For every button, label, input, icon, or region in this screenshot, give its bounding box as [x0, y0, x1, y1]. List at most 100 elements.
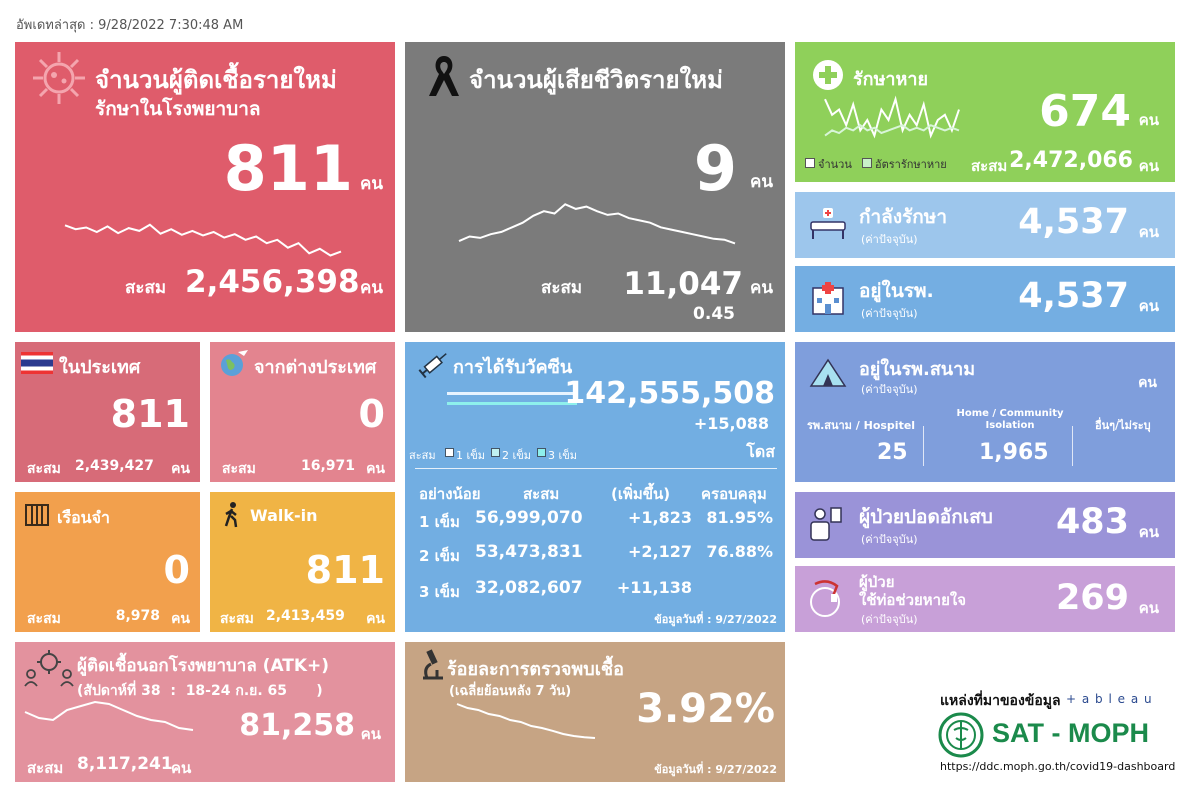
- abroad-cum-unit: คน: [366, 461, 385, 477]
- prison-cum-value: 8,978: [115, 608, 160, 624]
- positivity-title: ร้อยละการตรวจพบเชื้อ: [447, 659, 624, 680]
- field-hospital-subtitle: (ค่าปัจจุบัน): [861, 383, 918, 396]
- field-hospital-unit: คน: [1138, 375, 1157, 391]
- recovered-tile[interactable]: รักษาหาย 674 คน จำนวน อัตรารักษาหาย สะสม…: [795, 42, 1175, 182]
- field-hospital-tile[interactable]: อยู่ในรพ.สนาม (ค่าปัจจุบัน) คน รพ.สนาม /…: [795, 342, 1175, 482]
- syringe-icon: [418, 353, 447, 379]
- atk-title: ผู้ติดเชื้อนอกโรงพยาบาล (ATK+): [77, 656, 330, 676]
- hospitel-value: 25: [877, 440, 908, 465]
- recovered-title: รักษาหาย: [853, 69, 929, 90]
- pneumonia-tile[interactable]: ผู้ป่วยปอดอักเสบ (ค่าปัจจุบัน) 483 คน: [795, 492, 1175, 558]
- source-label: แหล่งที่มาของข้อมูล: [940, 693, 1061, 709]
- new-cases-trend-chart: [64, 223, 342, 257]
- walkin-value: 811: [305, 548, 385, 592]
- new-cases-tile[interactable]: จำนวนผู้ติดเชื้อรายใหม่ รักษาในโรงพยาบาล…: [15, 42, 395, 332]
- ventilator-title2: ใช้ท่อช่วยหายใจ: [859, 591, 967, 609]
- in-hospital-subtitle: (ค่าปัจจุบัน): [861, 307, 918, 320]
- in-hospital-value: 4,537: [1018, 276, 1129, 316]
- recovered-cum-unit: คน: [1138, 157, 1159, 175]
- legend-dose1-swatch: [445, 448, 454, 457]
- atk-unit: คน: [360, 725, 381, 743]
- deaths-unit: คน: [750, 172, 773, 192]
- vaccine-row3-inc: +11,138: [616, 578, 692, 597]
- vaccine-row3-dose: 3 เข็ม: [419, 583, 460, 601]
- home-isolation-label: Home / Community Isolation: [956, 408, 1064, 431]
- in-hospital-tile[interactable]: อยู่ในรพ. (ค่าปัจจุบัน) 4,537 คน: [795, 266, 1175, 332]
- sparkline-series-2-0: [824, 95, 960, 139]
- walkin-tile[interactable]: Walk-in 811 สะสม 2,413,459 คน: [210, 492, 395, 632]
- medical-cross-horizontal: [819, 72, 837, 78]
- legend-count-swatch: [805, 158, 815, 168]
- domestic-cum-value: 2,439,427: [75, 458, 154, 474]
- virus-icon: [33, 52, 85, 104]
- domestic-tile[interactable]: ในประเทศ 811 สะสม 2,439,427 คน: [15, 342, 200, 482]
- deaths-tile[interactable]: จำนวนผู้เสียชีวิตรายใหม่ 9 คน สะสม 11,04…: [405, 42, 785, 332]
- legend-dose2-label: 2 เข็ม: [502, 449, 532, 462]
- moph-logo-icon: [938, 712, 984, 758]
- deaths-trend-chart: [458, 203, 736, 245]
- positivity-data-date: ข้อมูลวันที่ : 9/27/2022: [654, 763, 777, 776]
- pneumonia-subtitle: (ค่าปัจจุบัน): [861, 533, 918, 546]
- domestic-cum-label: สะสม: [27, 461, 61, 477]
- vaccine-row1-inc: +1,823: [627, 508, 692, 527]
- vaccine-table-divider: [415, 468, 777, 469]
- atk-value: 81,258: [239, 708, 355, 743]
- vaccine-title-underline: [447, 392, 577, 395]
- domestic-value: 811: [110, 392, 190, 436]
- virus-people-icon: [24, 650, 74, 687]
- legend-count-label: จำนวน: [818, 158, 852, 171]
- abroad-tile[interactable]: จากต่างประเทศ 0 สะสม 16,971 คน: [210, 342, 395, 482]
- new-cases-value: 811: [223, 132, 353, 205]
- globe-plane-icon: [221, 350, 248, 376]
- sparkline-series-1-0: [458, 203, 736, 245]
- hospitel-label: รพ.สนาม / Hospitel: [806, 419, 916, 432]
- abroad-cum-label: สะสม: [222, 461, 256, 477]
- atk-tile[interactable]: ผู้ติดเชื้อนอกโรงพยาบาล (ATK+) (สัปดาห์ท…: [15, 642, 395, 782]
- walkin-cum-value: 2,413,459: [266, 608, 345, 624]
- vaccine-dose-unit: โดส: [746, 442, 775, 461]
- death-rate: 0.45: [693, 304, 735, 324]
- pneumonia-unit: คน: [1138, 523, 1159, 541]
- legend-rate-swatch: [862, 158, 872, 168]
- treating-tile[interactable]: กำลังรักษา (ค่าปัจจุบัน) 4,537 คน: [795, 192, 1175, 258]
- col-divider-1: [923, 426, 924, 466]
- vaccine-row2-cov: 76.88%: [706, 542, 773, 561]
- vaccine-header-cov: ครอบคลุม: [701, 485, 767, 503]
- abroad-value: 0: [358, 392, 385, 436]
- walkin-cum-unit: คน: [366, 611, 385, 627]
- new-cases-unit: คน: [360, 174, 383, 194]
- recovered-cum-label: สะสม: [971, 157, 1008, 175]
- atk-cum-value: 8,117,241: [77, 754, 173, 774]
- positivity-tile[interactable]: ร้อยละการตรวจพบเชื้อ (เฉลี่ยย้อนหลัง 7 ว…: [405, 642, 785, 782]
- last-updated-label: อัพเดทล่าสุด :: [16, 18, 94, 33]
- ventilator-subtitle: (ค่าปัจจุบัน): [861, 613, 918, 626]
- field-hospital-title: อยู่ในรพ.สนาม: [859, 359, 976, 380]
- vaccine-row1-dose: 1 เข็ม: [419, 513, 460, 531]
- source-url[interactable]: https://ddc.moph.go.th/covid19-dashboard: [940, 760, 1176, 773]
- deaths-cum-value: 11,047: [623, 266, 743, 302]
- prison-tile[interactable]: เรือนจำ 0 สะสม 8,978 คน: [15, 492, 200, 632]
- recovered-cum-value: 2,472,066: [1009, 148, 1133, 173]
- prison-value: 0: [163, 548, 190, 592]
- recovered-value: 674: [1039, 86, 1131, 137]
- in-hospital-title: อยู่ในรพ.: [859, 280, 934, 302]
- abroad-cum-value: 16,971: [300, 458, 355, 474]
- domestic-cum-unit: คน: [171, 461, 190, 477]
- vaccine-header-inc: (เพิ่มขึ้น): [611, 485, 671, 503]
- new-cases-title: จำนวนผู้ติดเชื้อรายใหม่: [95, 66, 337, 94]
- ventilator-tile[interactable]: ผู้ป่วย ใช้ท่อช่วยหายใจ (ค่าปัจจุบัน) 26…: [795, 566, 1175, 632]
- ventilator-unit: คน: [1138, 599, 1159, 617]
- prison-bars-icon: [25, 504, 49, 526]
- vaccine-tile[interactable]: การได้รับวัคซีน 142,555,508 +15,088 โดส …: [405, 342, 785, 632]
- positivity-subtitle: (เฉลี่ยย้อนหลัง 7 วัน): [449, 684, 572, 699]
- treating-subtitle: (ค่าปัจจุบัน): [861, 233, 918, 246]
- ribbon-icon: [429, 56, 459, 96]
- vaccine-header-cum: สะสม: [523, 485, 560, 503]
- abroad-title: จากต่างประเทศ: [254, 357, 377, 378]
- ventilator-value: 269: [1055, 578, 1129, 618]
- atk-cum-unit: คน: [171, 759, 192, 777]
- vaccine-row1-cov: 81.95%: [706, 508, 773, 527]
- hospital-bed-icon: [810, 208, 846, 239]
- vaccine-title: การได้รับวัคซีน: [453, 357, 573, 378]
- vaccine-row3-cum: 32,082,607: [475, 578, 583, 598]
